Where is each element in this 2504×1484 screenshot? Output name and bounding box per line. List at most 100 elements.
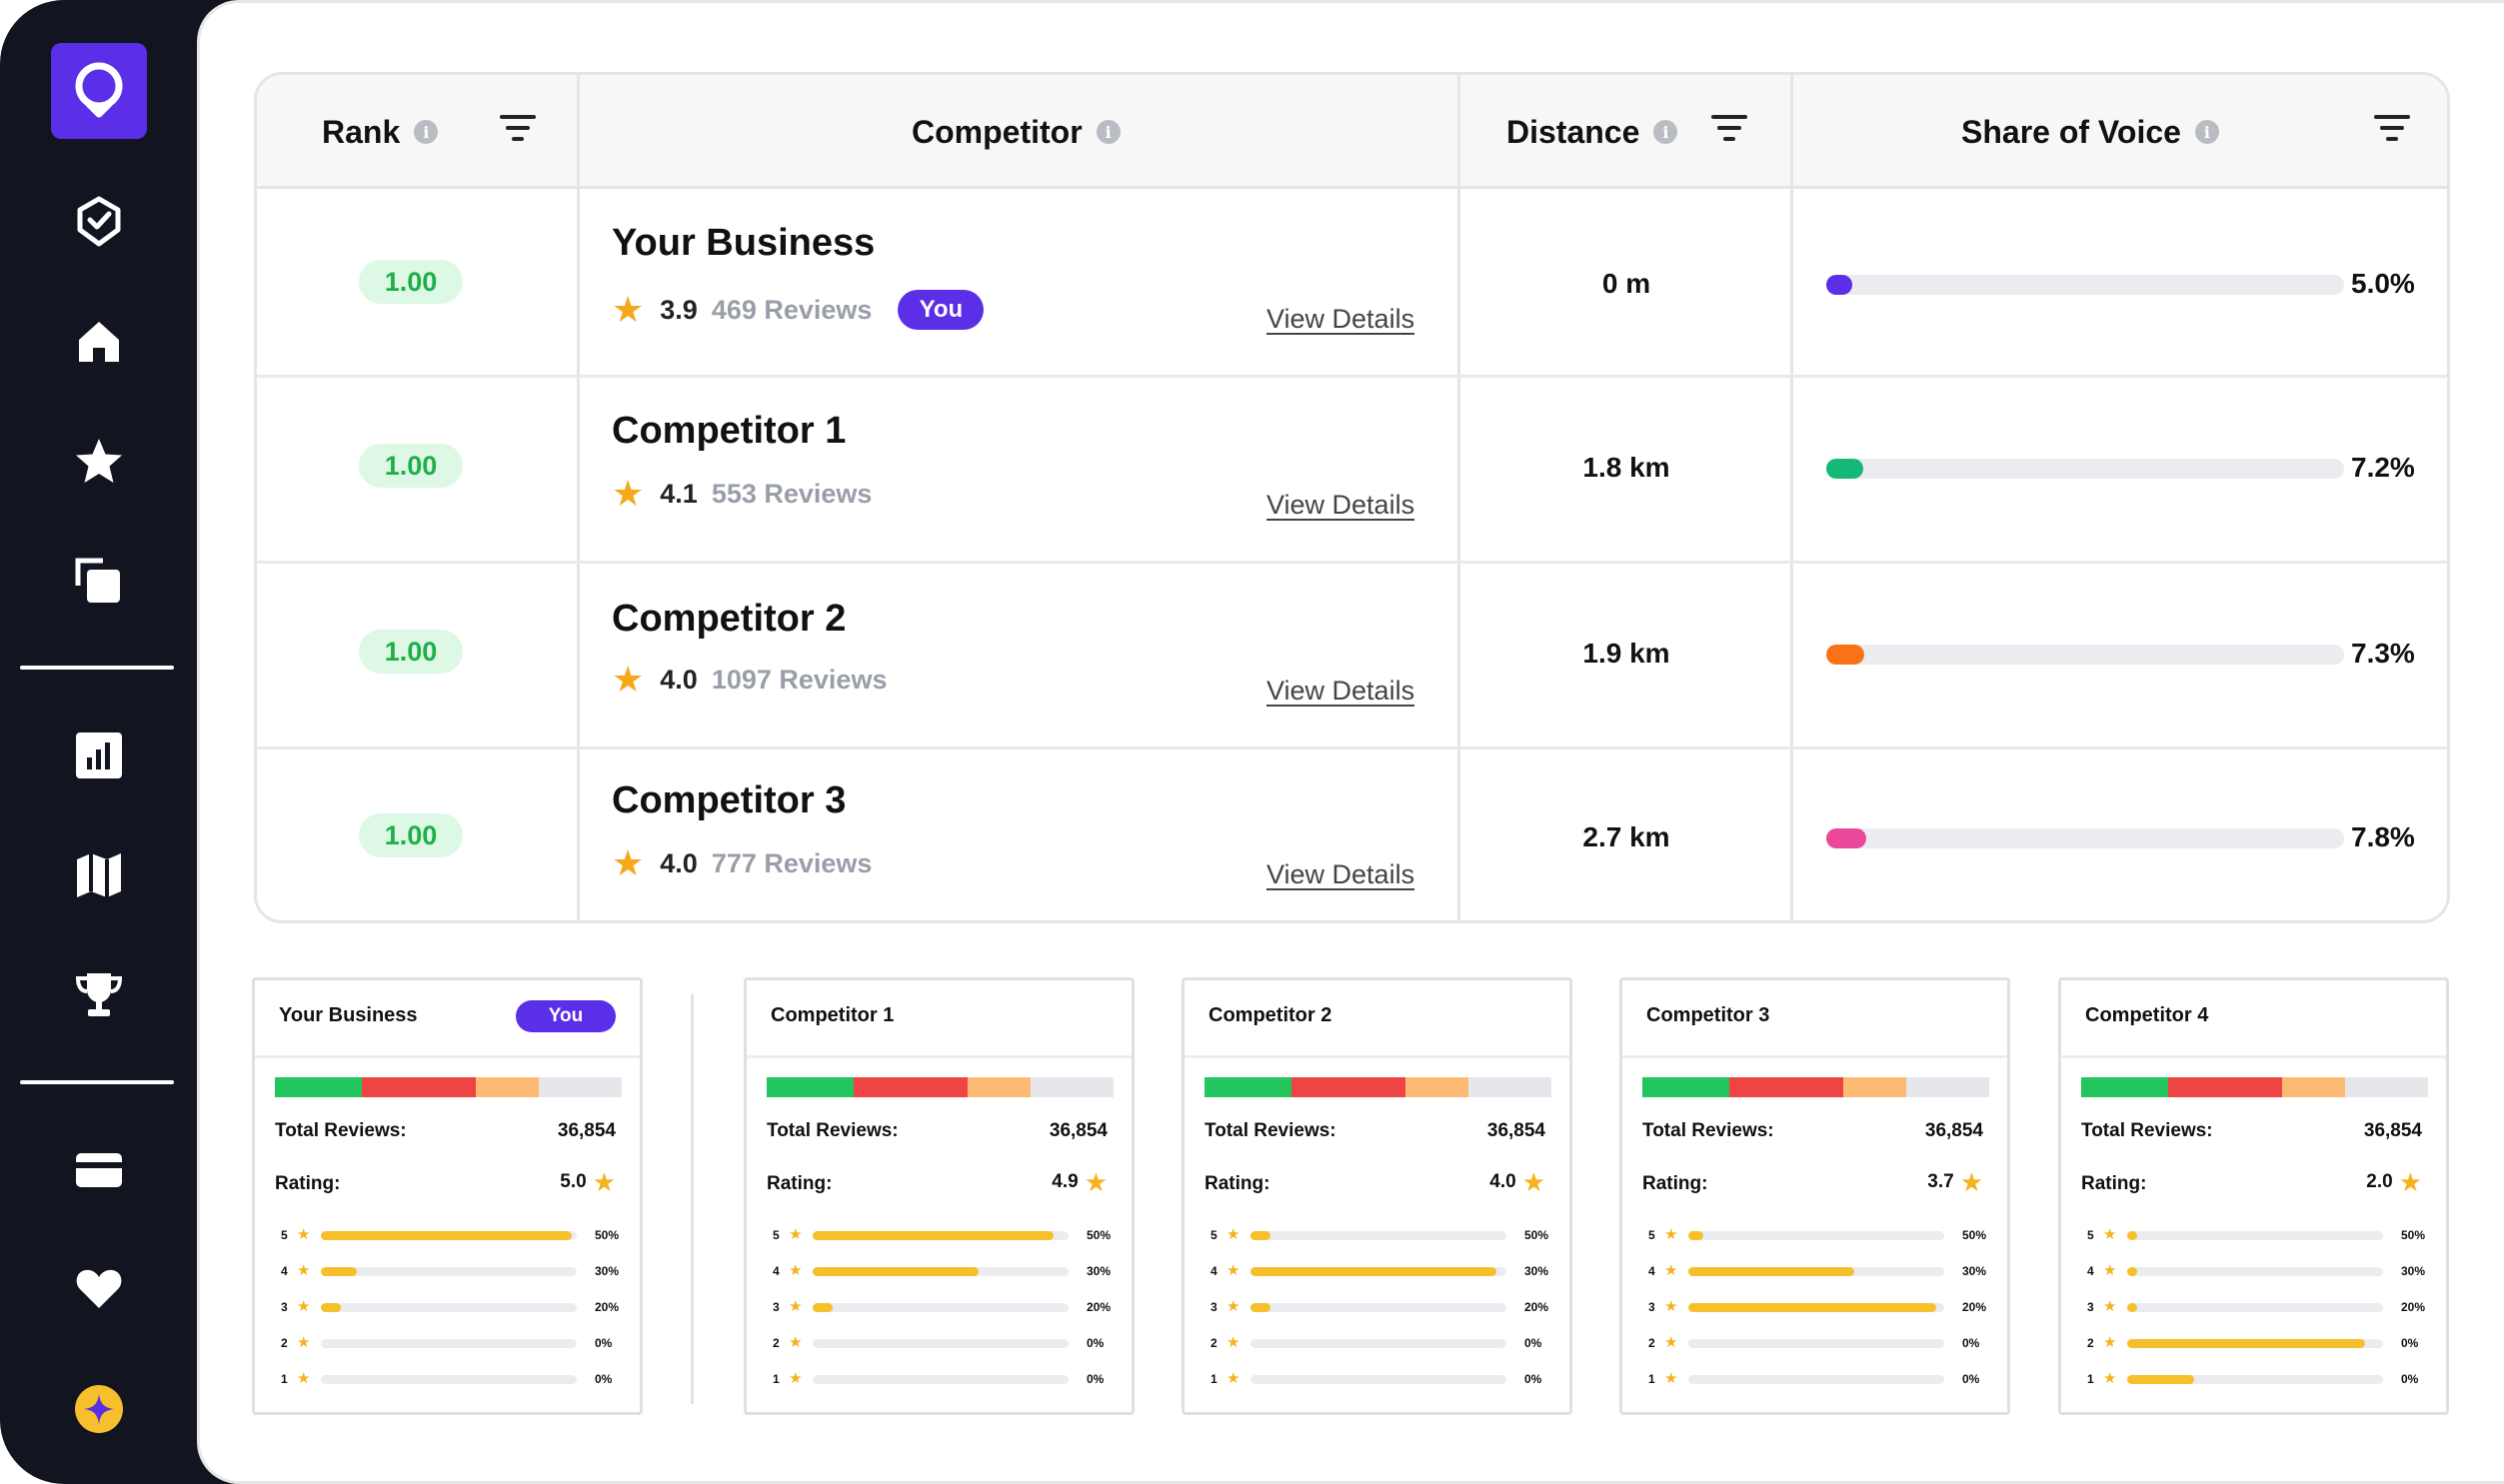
info-icon[interactable]: i bbox=[1653, 120, 1678, 144]
table-row[interactable]: 1.00 Competitor 2 ★ 4.0 1097 Reviews Vie… bbox=[257, 564, 2447, 749]
breakdown-bar-fill bbox=[2127, 1339, 2366, 1348]
review-card-header: Competitor 2 bbox=[1185, 980, 1569, 1058]
info-icon[interactable]: i bbox=[414, 120, 439, 144]
chart-icon[interactable] bbox=[63, 720, 135, 791]
map-icon[interactable] bbox=[63, 839, 135, 911]
sov-percent: 7.8% bbox=[2351, 821, 2415, 852]
distribution-segment bbox=[2282, 1077, 2345, 1097]
total-reviews-value: 36,854 bbox=[1049, 1120, 1108, 1141]
view-details-link[interactable]: View Details bbox=[1266, 490, 1415, 520]
distribution-segment bbox=[767, 1077, 854, 1097]
rating-breakdown-row: 2 ★ 0% bbox=[1648, 1334, 1988, 1352]
competitor-name: Competitor 2 bbox=[612, 598, 847, 640]
view-details-link[interactable]: View Details bbox=[1266, 304, 1415, 334]
star-icon[interactable] bbox=[63, 426, 135, 498]
heart-icon[interactable] bbox=[63, 1252, 135, 1324]
distribution-segment bbox=[476, 1077, 539, 1097]
star-icon: ★ bbox=[612, 659, 645, 700]
rating-value: 4.1 bbox=[660, 478, 698, 509]
info-icon[interactable]: i bbox=[1096, 120, 1121, 144]
star-icon: ★ bbox=[2103, 1262, 2117, 1279]
rating-breakdown-row: 4 ★ 30% bbox=[1648, 1262, 1988, 1280]
header-distance-label: Distance bbox=[1506, 113, 1640, 150]
star-icon: ★ bbox=[1521, 1167, 1545, 1197]
star-level: 2 bbox=[281, 1336, 288, 1350]
competitor-name: Competitor 1 bbox=[612, 410, 847, 452]
header-distance[interactable]: Distance i bbox=[1506, 75, 1678, 189]
breakdown-percent: 30% bbox=[2401, 1264, 2426, 1278]
header-share-of-voice[interactable]: Share of Voice i bbox=[1961, 75, 2219, 189]
rating-breakdown-row: 2 ★ 0% bbox=[773, 1334, 1113, 1352]
rating-value: 2.0 ★ bbox=[2366, 1169, 2422, 1195]
rating-breakdown-row: 1 ★ 0% bbox=[2087, 1370, 2427, 1388]
breakdown-percent: 0% bbox=[1524, 1372, 1542, 1386]
copy-icon[interactable] bbox=[63, 546, 135, 618]
review-card-header: Competitor 1 bbox=[747, 980, 1132, 1058]
table-row[interactable]: 1.00 Your Business ★ 3.9 469 Reviews You… bbox=[257, 192, 2447, 378]
rating-breakdown-row: 4 ★ 30% bbox=[281, 1262, 621, 1280]
rating-distribution-bar bbox=[275, 1077, 622, 1097]
star-level: 4 bbox=[2087, 1264, 2094, 1278]
star-icon: ★ bbox=[612, 842, 645, 883]
rating-breakdown-row: 2 ★ 0% bbox=[281, 1334, 621, 1352]
column-divider bbox=[1790, 75, 1793, 920]
view-details-link[interactable]: View Details bbox=[1266, 859, 1415, 889]
home-icon[interactable] bbox=[63, 306, 135, 378]
info-icon[interactable]: i bbox=[2194, 120, 2219, 144]
rating-value: 3.7 ★ bbox=[1927, 1169, 1983, 1195]
rating-value: 4.0 bbox=[660, 664, 698, 695]
you-badge: You bbox=[898, 290, 985, 330]
distribution-segment bbox=[538, 1077, 622, 1097]
breakdown-bar-fill bbox=[1688, 1267, 1855, 1276]
filter-icon[interactable] bbox=[500, 115, 536, 145]
view-details-link[interactable]: View Details bbox=[1266, 676, 1415, 706]
competitor-table: Rank i Competitor i Distance i Share of … bbox=[254, 72, 2450, 923]
rating-distribution-bar bbox=[1205, 1077, 1551, 1097]
star-level: 5 bbox=[281, 1228, 288, 1242]
star-icon: ★ bbox=[1664, 1298, 1678, 1315]
review-count: 469 Reviews bbox=[711, 294, 873, 325]
competitor-name: Your Business bbox=[612, 222, 876, 264]
table-row[interactable]: 1.00 Competitor 1 ★ 4.1 553 Reviews View… bbox=[257, 378, 2447, 564]
star-level: 5 bbox=[2087, 1228, 2094, 1242]
breakdown-bar-fill bbox=[1688, 1231, 1704, 1240]
review-card[interactable]: Your Business You Total Reviews: 36,854 … bbox=[252, 977, 643, 1415]
distribution-segment bbox=[968, 1077, 1031, 1097]
table-row[interactable]: 1.00 Competitor 3 ★ 4.0 777 Reviews View… bbox=[257, 749, 2447, 920]
sov-bar bbox=[1826, 275, 2344, 295]
review-card[interactable]: Competitor 1 Total Reviews: 36,854 Ratin… bbox=[744, 977, 1135, 1415]
rating-breakdown-row: 3 ★ 20% bbox=[1211, 1298, 1550, 1316]
competitor-meta: ★ 4.0 777 Reviews bbox=[612, 845, 872, 881]
review-card-header: Competitor 4 bbox=[2061, 980, 2446, 1058]
breakdown-bar-fill bbox=[813, 1267, 980, 1276]
badge-check-icon[interactable] bbox=[63, 186, 135, 258]
rating-breakdown-row: 4 ★ 30% bbox=[1211, 1262, 1550, 1280]
review-card-title: Competitor 1 bbox=[771, 1004, 895, 1026]
breakdown-percent: 0% bbox=[2401, 1372, 2419, 1386]
breakdown-bar bbox=[1688, 1375, 1944, 1384]
star-level: 1 bbox=[1211, 1372, 1218, 1386]
card-icon[interactable] bbox=[63, 1134, 135, 1206]
star-level: 2 bbox=[773, 1336, 780, 1350]
review-card-title: Competitor 2 bbox=[1209, 1004, 1332, 1026]
breakdown-percent: 20% bbox=[1087, 1300, 1112, 1314]
trophy-icon[interactable] bbox=[63, 959, 135, 1031]
review-card[interactable]: Competitor 4 Total Reviews: 36,854 Ratin… bbox=[2058, 977, 2449, 1415]
review-card[interactable]: Competitor 3 Total Reviews: 36,854 Ratin… bbox=[1619, 977, 2010, 1415]
breakdown-percent: 30% bbox=[1524, 1264, 1549, 1278]
distribution-segment bbox=[1405, 1077, 1468, 1097]
rating-breakdown-row: 5 ★ 50% bbox=[281, 1226, 621, 1244]
rating-breakdown-row: 4 ★ 30% bbox=[773, 1262, 1113, 1280]
breakdown-bar bbox=[813, 1267, 1069, 1276]
sparkle-icon[interactable] bbox=[63, 1373, 135, 1445]
star-icon: ★ bbox=[1227, 1370, 1241, 1387]
filter-icon[interactable] bbox=[1711, 115, 1747, 145]
rating-value: 5.0 ★ bbox=[560, 1169, 616, 1195]
sov-bar-fill bbox=[1826, 275, 1852, 295]
filter-icon[interactable] bbox=[2374, 115, 2410, 145]
review-card[interactable]: Competitor 2 Total Reviews: 36,854 Ratin… bbox=[1182, 977, 1572, 1415]
logo-pin-icon[interactable] bbox=[51, 43, 147, 139]
distribution-segment bbox=[1843, 1077, 1906, 1097]
header-competitor[interactable]: Competitor i bbox=[912, 75, 1121, 189]
header-rank[interactable]: Rank i bbox=[322, 75, 439, 189]
